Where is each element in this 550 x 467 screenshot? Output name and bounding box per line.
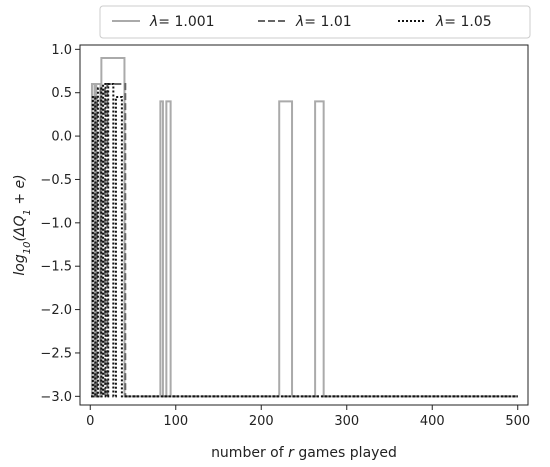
plot-frame <box>79 44 529 406</box>
svg-text:λ= 1.01: λ= 1.01 <box>295 14 352 30</box>
y-tick-label: 0.5 <box>51 86 72 101</box>
legend-label-1: = 1.001 <box>158 14 214 30</box>
y-axis-label-tail: + e) <box>12 174 28 209</box>
y-axis-ticks: 1.0 0.5 0.0 −0.5 −1.0 −1.5 −2.0 −2.5 −3.0 <box>40 43 80 405</box>
y-axis-label-sub1: 1 <box>22 209 33 215</box>
x-tick-label: 400 <box>420 414 445 429</box>
y-axis-label-delta: (ΔQ <box>12 215 28 241</box>
y-tick-label: −2.0 <box>40 303 72 318</box>
x-axis-label: number of r games played <box>211 445 397 461</box>
y-tick-label: −2.5 <box>40 346 72 361</box>
x-tick-label: 200 <box>249 414 274 429</box>
y-axis-label-base: 10 <box>22 242 33 255</box>
legend-lambda-3: λ <box>435 14 444 30</box>
legend-lambda-1: λ <box>149 14 158 30</box>
y-tick-label: −1.5 <box>40 260 72 275</box>
series-layer <box>90 57 518 398</box>
legend-frame <box>99 5 531 39</box>
x-axis-label-part-2: games played <box>294 445 397 461</box>
legend-label-3: = 1.05 <box>444 14 491 30</box>
y-tick-label: −0.5 <box>40 173 72 188</box>
y-axis-label: log10(ΔQ1 + e) <box>12 174 33 275</box>
legend-entry-3: λ= 1.05 <box>398 14 492 30</box>
svg-text:λ= 1.05: λ= 1.05 <box>435 14 492 30</box>
series-line-1 <box>90 57 518 398</box>
legend-entry-2: λ= 1.01 <box>258 14 352 30</box>
series-line-3 <box>91 83 518 398</box>
legend: λ= 1.001 λ= 1.01 λ= 1.05 <box>99 5 531 39</box>
y-tick-label: 1.0 <box>51 43 72 58</box>
y-tick-label: 0.0 <box>51 130 72 145</box>
x-axis-label-part-1: number of <box>211 445 288 461</box>
series-line-2 <box>91 83 518 398</box>
y-tick-label: −1.0 <box>40 216 72 231</box>
legend-label-2: = 1.01 <box>304 14 351 30</box>
x-tick-label: 0 <box>86 414 94 429</box>
x-axis-label-var: r <box>288 445 295 461</box>
svg-text:λ= 1.001: λ= 1.001 <box>149 14 215 30</box>
x-tick-label: 300 <box>334 414 359 429</box>
y-axis-label-log: log <box>12 254 28 275</box>
legend-lambda-2: λ <box>295 14 304 30</box>
x-tick-label: 500 <box>505 414 530 429</box>
legend-entry-1: λ= 1.001 <box>112 14 215 30</box>
y-tick-label: −3.0 <box>40 390 72 405</box>
x-tick-label: 100 <box>163 414 188 429</box>
x-axis-ticks: 0 100 200 300 400 500 <box>86 405 530 429</box>
